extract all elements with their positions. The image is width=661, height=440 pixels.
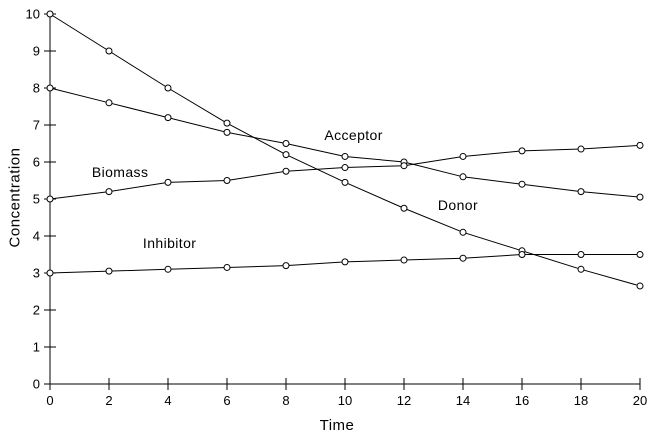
marker-acceptor — [518, 180, 526, 188]
marker-biomass — [577, 145, 585, 153]
x-tick-label: 14 — [456, 393, 470, 408]
marker-inhibitor — [105, 267, 113, 275]
marker-inhibitor — [46, 269, 54, 277]
marker-inhibitor — [164, 265, 172, 273]
x-tick-label: 10 — [338, 393, 352, 408]
marker-biomass — [636, 141, 644, 149]
y-axis-title: Concentration — [6, 147, 24, 248]
marker-acceptor — [105, 99, 113, 107]
marker-acceptor — [636, 193, 644, 201]
x-tick-label: 16 — [515, 393, 529, 408]
marker-donor — [223, 119, 231, 127]
y-tick-label: 7 — [33, 118, 40, 133]
series-label-biomass: Biomass — [92, 164, 148, 180]
x-tick-label: 4 — [164, 393, 171, 408]
marker-acceptor — [223, 128, 231, 136]
y-tick-label: 10 — [26, 7, 40, 22]
y-tick-label: 3 — [33, 266, 40, 281]
marker-donor — [105, 47, 113, 55]
marker-biomass — [459, 152, 467, 160]
series-label-acceptor: Acceptor — [324, 127, 382, 143]
marker-biomass — [223, 177, 231, 184]
x-tick-label: 18 — [574, 393, 588, 408]
marker-inhibitor — [341, 258, 349, 266]
x-tick-label: 12 — [397, 393, 411, 408]
marker-acceptor — [459, 173, 467, 181]
marker-inhibitor — [282, 262, 290, 270]
marker-donor — [577, 265, 585, 273]
marker-donor — [282, 151, 290, 159]
marker-biomass — [105, 188, 113, 196]
y-tick-label: 6 — [33, 155, 40, 170]
x-tick-label: 20 — [633, 393, 647, 408]
marker-inhibitor — [636, 251, 644, 258]
marker-donor — [164, 84, 172, 92]
series-label-donor: Donor — [438, 197, 478, 213]
y-tick-label: 4 — [33, 229, 40, 244]
marker-donor — [400, 204, 408, 212]
marker-donor — [636, 282, 644, 290]
marker-donor — [46, 10, 54, 18]
marker-inhibitor — [518, 251, 526, 258]
x-tick-label: 6 — [223, 393, 230, 408]
marker-biomass — [46, 195, 54, 203]
marker-donor — [459, 228, 467, 236]
marker-inhibitor — [577, 251, 585, 258]
marker-acceptor — [282, 140, 290, 147]
marker-biomass — [282, 167, 290, 175]
marker-acceptor — [341, 152, 349, 160]
y-tick-label: 2 — [33, 303, 40, 318]
marker-inhibitor — [223, 263, 231, 271]
marker-acceptor — [577, 188, 585, 196]
x-axis-title: Time — [319, 417, 355, 434]
y-tick-label: 9 — [33, 44, 40, 59]
marker-biomass — [164, 178, 172, 186]
y-tick-label: 0 — [33, 377, 40, 392]
series-label-inhibitor: Inhibitor — [143, 235, 196, 251]
x-tick-label: 0 — [46, 393, 53, 408]
y-tick-label: 5 — [33, 192, 40, 207]
y-tick-label: 1 — [33, 340, 40, 355]
marker-biomass — [518, 147, 526, 155]
marker-acceptor — [46, 84, 54, 92]
marker-inhibitor — [459, 254, 467, 262]
x-tick-label: 8 — [282, 393, 289, 408]
x-tick-label: 2 — [105, 393, 112, 408]
y-tick-label: 8 — [33, 81, 40, 96]
marker-biomass — [341, 164, 349, 172]
marker-acceptor — [164, 114, 172, 122]
marker-biomass — [400, 162, 408, 170]
marker-donor — [341, 178, 349, 186]
marker-inhibitor — [400, 256, 408, 264]
